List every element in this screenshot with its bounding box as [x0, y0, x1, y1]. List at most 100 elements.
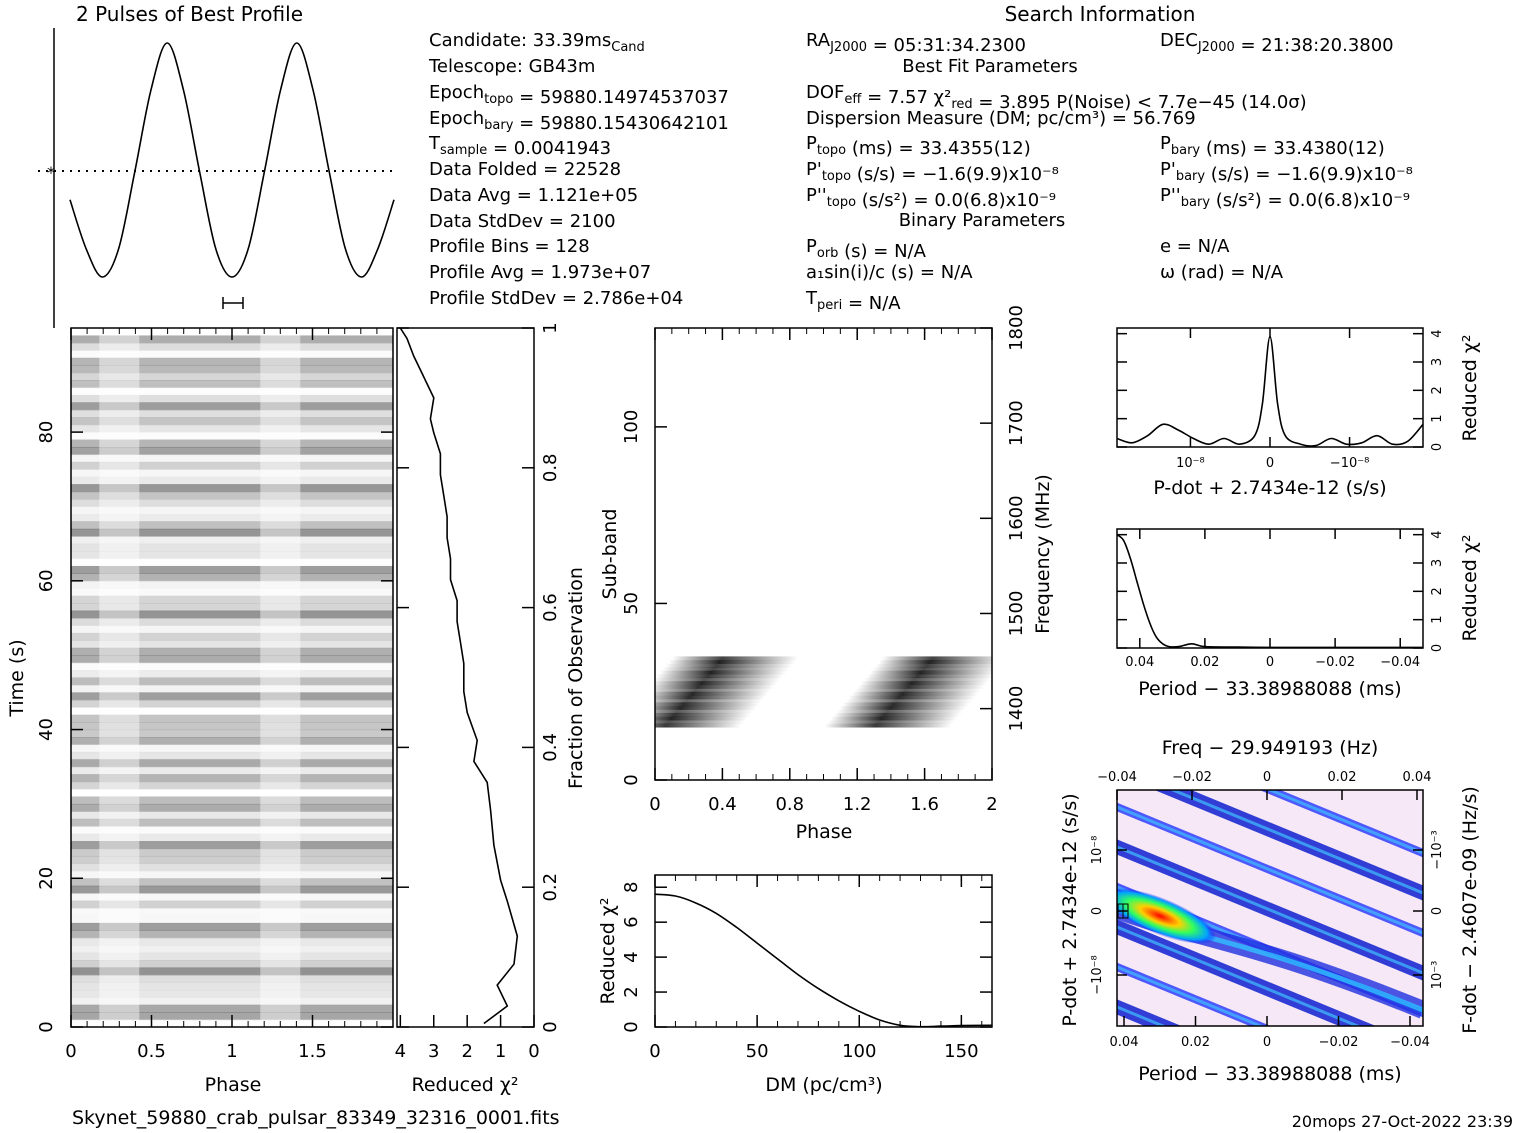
info-line: P''topo (s/s²) = 0.0(6.8)x10⁻⁹ — [806, 185, 1056, 211]
info-line: Tsample = 0.0041943 — [428, 133, 611, 159]
tick-label: 0.4 — [540, 733, 561, 762]
tick-label: 1500 — [1006, 591, 1027, 637]
period-series-line — [1116, 534, 1423, 649]
tick-label: 0.02 — [1190, 655, 1219, 670]
time-phase-heatmap — [71, 328, 393, 1028]
footer-filename: Skynet_59880_crab_pulsar_83349_32316_000… — [72, 1107, 560, 1129]
info-line: Epochbary = 59880.15430642101 — [429, 108, 729, 134]
period-axes: 0.04 0.02 0 −0.02 −0.04 0 1 2 3 4 Period − 33.3898… — [1117, 529, 1481, 700]
time-phase-axes: 0 0.5 1 1.5 0 20 40 60 80 Phase Time (s) — [6, 328, 394, 1096]
axis-label: Reduced χ² — [1459, 535, 1481, 642]
tick-label: 0 — [1266, 456, 1274, 471]
tick-label: 0 — [1430, 443, 1445, 451]
tick-label: 100 — [621, 410, 642, 444]
info-line: a₁sin(i)/c (s) = N/A — [806, 262, 973, 283]
tick-label: −10⁻⁸ — [1090, 955, 1105, 995]
tick-label: 0.04 — [1403, 770, 1432, 785]
ppdot-frame — [1116, 789, 1424, 1027]
tick-label: 2 — [621, 986, 642, 997]
info-line: DECJ2000 = 21:38:20.3800 — [1160, 30, 1394, 56]
profile-marker: * — [47, 163, 55, 182]
tick-label: 100 — [842, 1041, 876, 1062]
tick-label: 0 — [1266, 655, 1274, 670]
axis-label: DM (pc/cm³) — [765, 1074, 882, 1096]
tick-label: 1600 — [1006, 495, 1027, 541]
info-right-column: DECJ2000 = 21:38:20.3800 Pbary (ms) = 33.… — [1160, 30, 1413, 283]
info-line: Data Folded = 22528 — [429, 159, 621, 180]
tick-label: 8 — [621, 882, 642, 893]
tick-label: −10⁻⁸ — [1330, 456, 1370, 471]
tick-label: 6 — [621, 916, 642, 927]
tick-label: 0.2 — [540, 873, 561, 902]
pdot-series-line — [1116, 335, 1424, 447]
info-line: RAJ2000 = 05:31:34.2300 — [806, 30, 1026, 56]
pdot-panel: 10⁻⁸ 0 −10⁻⁸ 0 1 2 3 4 P-dot + 2.7434e-12 (s/s) R… — [1116, 327, 1481, 499]
axis-label: P-dot + 2.7434e-12 (s/s) — [1059, 793, 1081, 1026]
profile-errorbar — [222, 297, 244, 309]
info-line: Profile Avg = 1.973e+07 — [429, 262, 651, 283]
tick-label: 1 — [540, 322, 561, 333]
search-information: Search Information Best Fit Parameters B… — [428, 2, 1413, 314]
info-line: Candidate: 33.39msCand — [429, 30, 645, 55]
tick-label: 3 — [428, 1041, 439, 1062]
tick-label: 0 — [1263, 770, 1271, 785]
tick-label: 0 — [36, 1021, 57, 1032]
footer-stamp: 20mops 27-Oct-2022 23:39 — [1292, 1112, 1513, 1131]
info-line: Data StdDev = 2100 — [429, 211, 616, 232]
tick-label: 0.5 — [137, 1041, 166, 1062]
info-line: Dispersion Measure (DM; pc/cm³) = 56.769 — [806, 108, 1196, 129]
tick-label: −0.04 — [1390, 1035, 1430, 1050]
tick-label: 0 — [540, 1021, 561, 1032]
profile-title: 2 Pulses of Best Profile — [76, 2, 303, 26]
info-line: Telescope: GB43m — [428, 56, 595, 77]
tick-label: 1 — [1430, 616, 1445, 624]
info-line: Porb (s) = N/A — [806, 236, 927, 262]
tick-label: 0.8 — [540, 453, 561, 482]
axis-label: Reduced χ² — [1459, 335, 1481, 442]
profile-panel: 2 Pulses of Best Profile * — [38, 2, 398, 328]
dm-frame — [654, 874, 993, 1028]
tick-label: 1 — [226, 1041, 237, 1062]
tick-label: 3 — [1430, 559, 1445, 567]
subband-axes: 0 0.4 0.8 1.2 1.6 2 0 50 100 1400 1500 1600 1700 1800… — [599, 305, 1054, 843]
tick-label: 1.2 — [843, 794, 872, 815]
time-phase-panel: 0 0.5 1 1.5 0 20 40 60 80 Phase Time (s) — [6, 327, 394, 1096]
tick-label: −10⁻³ — [1430, 830, 1445, 870]
info-line: P'topo (s/s) = −1.6(9.9)x10⁻⁸ — [806, 159, 1059, 185]
tick-label: 10⁻⁸ — [1176, 456, 1205, 471]
axis-label: F-dot − 2.4607e-09 (Hz/s) — [1459, 786, 1481, 1034]
tick-label: 0.02 — [1328, 770, 1357, 785]
tick-label: 0.4 — [708, 794, 737, 815]
chi-time-series-line — [399, 327, 519, 1025]
info-line: Tperi = N/A — [805, 288, 901, 314]
dm-series-line — [654, 893, 993, 1028]
subband-heatmap — [655, 656, 992, 728]
info-line: DOFeff = 7.57 χ²red = 3.895 P(Noise) < 7… — [806, 82, 1307, 113]
tick-label: 0.02 — [1181, 1035, 1210, 1050]
tick-label: 0.8 — [775, 794, 804, 815]
info-line: Pbary (ms) = 33.4380(12) — [1160, 133, 1385, 159]
pdot-axes: 10⁻⁸ 0 −10⁻⁸ 0 1 2 3 4 P-dot + 2.7434e-12 (s/s) R… — [1117, 328, 1481, 499]
axis-label: Sub-band — [599, 509, 621, 600]
axis-label: Reduced χ² — [597, 898, 619, 1005]
tick-label: 40 — [36, 718, 57, 741]
axis-label: Period − 33.38988088 (ms) — [1138, 678, 1401, 700]
info-line: Ptopo (ms) = 33.4355(12) — [806, 133, 1031, 159]
tick-label: 1.6 — [910, 794, 939, 815]
axis-label: Period − 33.38988088 (ms) — [1138, 1063, 1401, 1085]
dm-axes: 0 50 100 150 0 2 4 6 8 DM (pc/cm³) Reduced χ² — [597, 875, 992, 1096]
axis-label: Fraction of Observation — [565, 567, 587, 789]
subband-panel: 0 0.4 0.8 1.2 1.6 2 0 50 100 1400 1500 1600 1700 1800… — [599, 305, 1054, 843]
ppdot-axes: 0.04 0.02 0 −0.02 −0.04 −0.04 −0.02 0 0.02 0.04 10… — [1059, 737, 1481, 1085]
info-line: Profile StdDev = 2.786e+04 — [429, 288, 683, 309]
tick-label: 2 — [986, 794, 997, 815]
pdot-frame — [1116, 327, 1424, 448]
tick-label: 0 — [649, 1041, 660, 1062]
tick-label: 0 — [65, 1041, 76, 1062]
tick-label: 1700 — [1006, 400, 1027, 446]
tick-label: 0.6 — [540, 593, 561, 622]
tick-label: −0.02 — [1315, 655, 1355, 670]
info-line: ω (rad) = N/A — [1160, 262, 1284, 283]
chi-time-panel: 4 3 2 1 00 0.2 0.4 0.6 0.8 1 Reduced χ² Fraction of… — [395, 322, 587, 1096]
